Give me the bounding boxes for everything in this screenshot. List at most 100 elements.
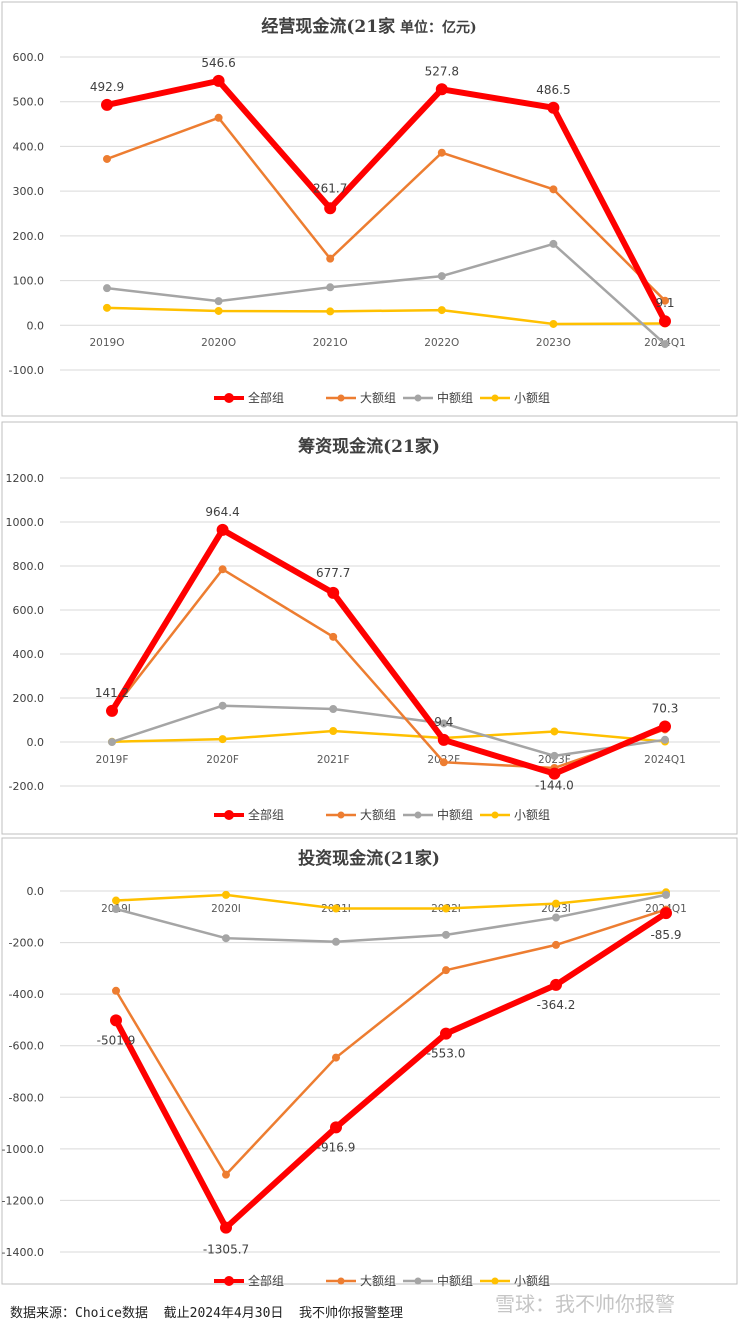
data-point-all	[660, 907, 672, 920]
x-tick-label: 2023F	[538, 754, 571, 766]
legend-label: 中额组	[437, 1273, 473, 1288]
data-point-large	[214, 113, 223, 122]
legend-label: 小额组	[514, 808, 550, 822]
y-tick-label: 400.0	[13, 140, 45, 153]
data-label: 261.7	[313, 181, 347, 195]
data-point-large	[442, 966, 450, 975]
legend-label: 全部组	[248, 390, 284, 405]
y-tick-label: -800.0	[9, 1091, 44, 1104]
series-line-large	[110, 568, 667, 770]
data-point-all	[435, 83, 448, 96]
legend-label: 中额组	[437, 390, 473, 405]
legend-item-large: 大额组	[326, 808, 396, 822]
data-point-all	[440, 1027, 452, 1040]
data-point-medium	[439, 719, 448, 728]
data-label: 70.3	[652, 702, 679, 716]
legend-swatch-marker	[414, 1277, 422, 1285]
data-point-medium	[442, 930, 450, 939]
legend-swatch-marker	[491, 1277, 499, 1285]
chart-panel-1: 经营现金流(21家 单位：亿元) 600.0 500.0 400.0 300.0 200.…	[1, 1, 738, 417]
data-label: 492.9	[90, 80, 124, 94]
data-point-medium	[103, 284, 111, 293]
data-point-medium	[214, 297, 223, 306]
chart-frame	[1, 421, 738, 835]
data-point-small	[550, 727, 559, 736]
data-point-large	[326, 254, 335, 263]
series-line-large	[114, 908, 668, 1176]
data-point-small	[437, 306, 446, 315]
legend-item-all: 全部组	[214, 390, 284, 405]
x-tick-label: 2024Q1	[644, 754, 686, 766]
y-tick-label: -1200.0	[2, 1194, 44, 1207]
y-tick-label: -600.0	[9, 1040, 44, 1053]
legend-item-medium: 中额组	[403, 807, 473, 822]
data-point-medium	[329, 705, 338, 713]
data-point-small	[332, 904, 340, 913]
data-label: -501.9	[97, 1033, 136, 1047]
series-line-small	[105, 306, 667, 326]
y-tick-label: 600.0	[13, 51, 45, 64]
data-point-small	[218, 735, 227, 744]
y-tick-label: 300.0	[13, 185, 45, 198]
y-tick-label: 0.0	[27, 885, 45, 898]
legend-swatch-marker	[224, 810, 234, 820]
data-point-medium	[112, 905, 120, 914]
data-point-all	[550, 978, 562, 991]
data-point-large	[103, 154, 111, 163]
data-point-medium	[108, 738, 116, 746]
y-tick-label: 600.0	[13, 604, 45, 617]
x-tick-label: 2019F	[96, 754, 129, 766]
data-label: -1305.7	[203, 1243, 249, 1257]
chart-title: 经营现金流(21家 单位：亿元)	[261, 16, 476, 37]
data-label: 9.4	[434, 715, 453, 729]
data-point-all	[330, 1121, 342, 1134]
y-tick-label: 200.0	[13, 692, 45, 705]
data-label: 677.7	[316, 566, 350, 580]
data-point-medium	[550, 751, 559, 760]
data-label: 141.2	[95, 686, 129, 700]
chart-title: 投资现金流(21家)	[298, 848, 440, 869]
data-label: -916.9	[317, 1140, 356, 1154]
legend-label: 全部组	[248, 807, 284, 822]
data-label: -144.0	[535, 779, 574, 793]
x-tick-label: 2023I	[541, 903, 571, 915]
data-point-large	[437, 148, 446, 157]
data-label: 527.8	[425, 64, 459, 78]
data-point-small	[222, 890, 230, 899]
data-point-medium	[332, 937, 340, 946]
legend-swatch-marker	[414, 394, 422, 402]
data-point-large	[218, 565, 227, 574]
legend-label: 大额组	[360, 1274, 396, 1288]
data-point-large	[549, 185, 558, 194]
data-point-all	[659, 315, 671, 328]
data-point-small	[103, 303, 111, 312]
chart-title: 筹资现金流(21家)	[298, 436, 440, 457]
data-label: -553.0	[427, 1047, 466, 1061]
data-point-medium	[218, 701, 227, 710]
y-tick-label: 800.0	[13, 560, 45, 573]
x-tick-label: 2021O	[313, 337, 348, 349]
data-point-all	[110, 1014, 122, 1027]
y-tick-label: -200.0	[9, 937, 44, 950]
y-tick-label: 0.0	[27, 319, 45, 332]
data-point-large	[329, 632, 338, 641]
watermark-text: 雪球：我不帅你报警	[495, 1292, 675, 1316]
data-point-medium	[662, 890, 670, 899]
data-point-large	[552, 940, 560, 949]
legend-label: 小额组	[514, 391, 550, 405]
legend-item-all: 全部组	[214, 1273, 284, 1288]
legend-item-small: 小额组	[480, 1274, 550, 1288]
data-point-small	[549, 319, 558, 328]
data-point-small	[552, 899, 560, 908]
y-tick-label: -1000.0	[2, 1143, 44, 1156]
data-point-all	[547, 101, 560, 114]
y-tick-label: 400.0	[13, 648, 45, 661]
legend-item-medium: 中额组	[403, 390, 473, 405]
data-point-medium	[549, 239, 558, 248]
legend-swatch-marker	[337, 1277, 345, 1285]
legend-swatch-marker	[224, 393, 234, 403]
data-label: -85.9	[650, 928, 681, 942]
series-line-small	[114, 891, 668, 910]
data-point-all	[659, 720, 671, 733]
data-point-medium	[437, 272, 446, 281]
